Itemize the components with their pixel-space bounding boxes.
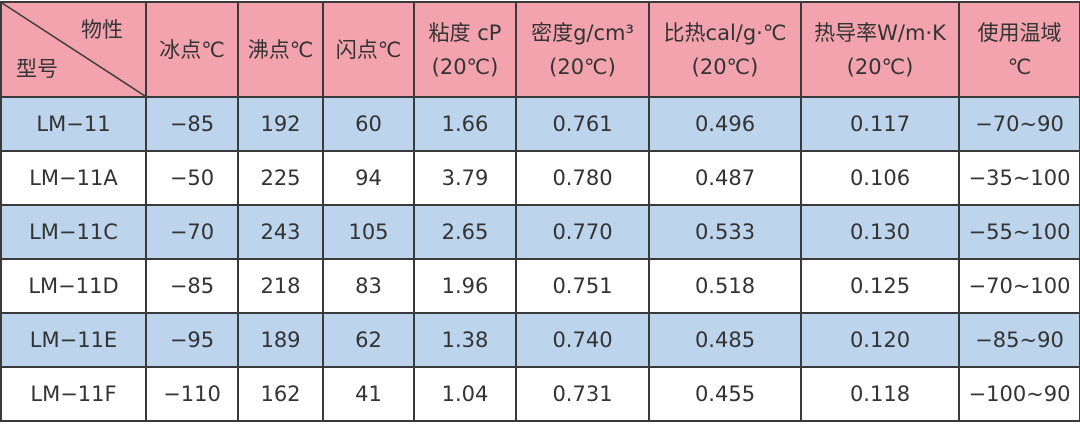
value-cell: 162 <box>237 366 324 422</box>
header-line: 冰点℃ <box>159 37 225 62</box>
value-cell: −70~90 <box>958 96 1080 152</box>
header-line: 密度g/cm³ <box>531 20 634 45</box>
header-cell: 冰点℃ <box>145 1 239 98</box>
diagonal <box>2 3 145 96</box>
value-cell: 0.485 <box>648 312 802 368</box>
table-row: LM−11E −95 189 62 1.38 0.740 0.485 0.120 −85~90 <box>0 312 1080 368</box>
header-cell: 比热cal/g·℃ (20℃) <box>648 1 802 98</box>
value-cell: 94 <box>322 150 415 206</box>
value-cell: 0.533 <box>648 204 802 260</box>
value-cell: 1.66 <box>413 96 517 152</box>
header-line: (20℃) <box>691 54 759 79</box>
value-cell: 243 <box>237 204 324 260</box>
header-cell: 闪点℃ <box>322 1 415 98</box>
header-line: 闪点℃ <box>335 37 402 62</box>
value-cell: −85 <box>145 96 239 152</box>
value-cell: 0.496 <box>648 96 802 152</box>
value-cell: 0.118 <box>800 366 960 422</box>
model-cell: LM−11D <box>0 258 147 314</box>
value-cell: 0.125 <box>800 258 960 314</box>
table-row: LM−11F −110 162 41 1.04 0.731 0.455 0.118 −100~9… <box>0 366 1080 422</box>
value-cell: −95 <box>145 312 239 368</box>
value-cell: −110 <box>145 366 239 422</box>
table-body: LM−11 −85 192 60 1.66 0.761 0.496 0.117 −70~90 LM… <box>0 96 1080 422</box>
header-cell: 沸点℃ <box>237 1 324 98</box>
value-cell: 0.487 <box>648 150 802 206</box>
model-cell: LM−11C <box>0 204 147 260</box>
corner-top: 物性 <box>81 18 123 42</box>
value-cell: −100~90 <box>958 366 1080 422</box>
value-cell: 105 <box>322 204 415 260</box>
header-line: ℃ <box>1007 54 1032 79</box>
header-cell: 密度g/cm³ (20℃) <box>515 1 650 98</box>
value-cell: 0.780 <box>515 150 650 206</box>
table-row: LM−11C −70 243 105 2.65 0.770 0.533 0.130 −55~10… <box>0 204 1080 260</box>
value-cell: 3.79 <box>413 150 517 206</box>
value-cell: −55~100 <box>958 204 1080 260</box>
value-cell: 62 <box>322 312 415 368</box>
value-cell: 1.04 <box>413 366 517 422</box>
value-cell: 83 <box>322 258 415 314</box>
corner-bottom: 型号 <box>16 57 58 81</box>
value-cell: 0.455 <box>648 366 802 422</box>
value-cell: −70 <box>145 204 239 260</box>
value-cell: −85~90 <box>958 312 1080 368</box>
header-line: 使用温域 <box>977 20 1062 45</box>
header-line: 沸点℃ <box>247 37 314 62</box>
header-line: 比热cal/g·℃ <box>663 20 787 45</box>
value-cell: 0.751 <box>515 258 650 314</box>
corner-cell: 物性 型号 <box>0 1 147 98</box>
value-cell: −50 <box>145 150 239 206</box>
model-cell: LM−11 <box>0 96 147 152</box>
model-cell: LM−11A <box>0 150 147 206</box>
value-cell: 0.770 <box>515 204 650 260</box>
value-cell: 0.130 <box>800 204 960 260</box>
value-cell: 0.740 <box>515 312 650 368</box>
value-cell: 41 <box>322 366 415 422</box>
value-cell: 0.106 <box>800 150 960 206</box>
header-row: 物性 型号 冰点℃ 沸点℃ 闪点℃ 粘度 cP (20℃) 密度g/cm³ (20℃) 比热c… <box>0 1 1080 98</box>
value-cell: 225 <box>237 150 324 206</box>
header-line: (20℃) <box>549 54 616 79</box>
value-cell: 189 <box>237 312 324 368</box>
table-row: LM−11 −85 192 60 1.66 0.761 0.496 0.117 −70~90 <box>0 96 1080 152</box>
value-cell: 192 <box>237 96 324 152</box>
value-cell: 1.38 <box>413 312 517 368</box>
value-cell: 0.731 <box>515 366 650 422</box>
table-row: LM−11A −50 225 94 3.79 0.780 0.487 0.106 −35~100 <box>0 150 1080 206</box>
value-cell: −35~100 <box>958 150 1080 206</box>
value-cell: 60 <box>322 96 415 152</box>
header-line: (20℃) <box>846 54 914 79</box>
value-cell: −70~100 <box>958 258 1080 314</box>
header-cell: 使用温域 ℃ <box>958 1 1080 98</box>
value-cell: 0.117 <box>800 96 960 152</box>
header-line: 热导率W/m·K <box>814 20 946 45</box>
header-line: (20℃) <box>431 54 499 79</box>
header-cell: 粘度 cP (20℃) <box>413 1 517 98</box>
value-cell: 218 <box>237 258 324 314</box>
value-cell: 2.65 <box>413 204 517 260</box>
value-cell: 0.518 <box>648 258 802 314</box>
value-cell: 0.120 <box>800 312 960 368</box>
model-cell: LM−11E <box>0 312 147 368</box>
value-cell: −85 <box>145 258 239 314</box>
header-line: 粘度 cP <box>428 20 502 45</box>
value-cell: 1.96 <box>413 258 517 314</box>
header-cell: 热导率W/m·K (20℃) <box>800 1 960 98</box>
table-row: LM−11D −85 218 83 1.96 0.751 0.518 0.125 −70~100 <box>0 258 1080 314</box>
value-cell: 0.761 <box>515 96 650 152</box>
model-cell: LM−11F <box>0 366 147 422</box>
